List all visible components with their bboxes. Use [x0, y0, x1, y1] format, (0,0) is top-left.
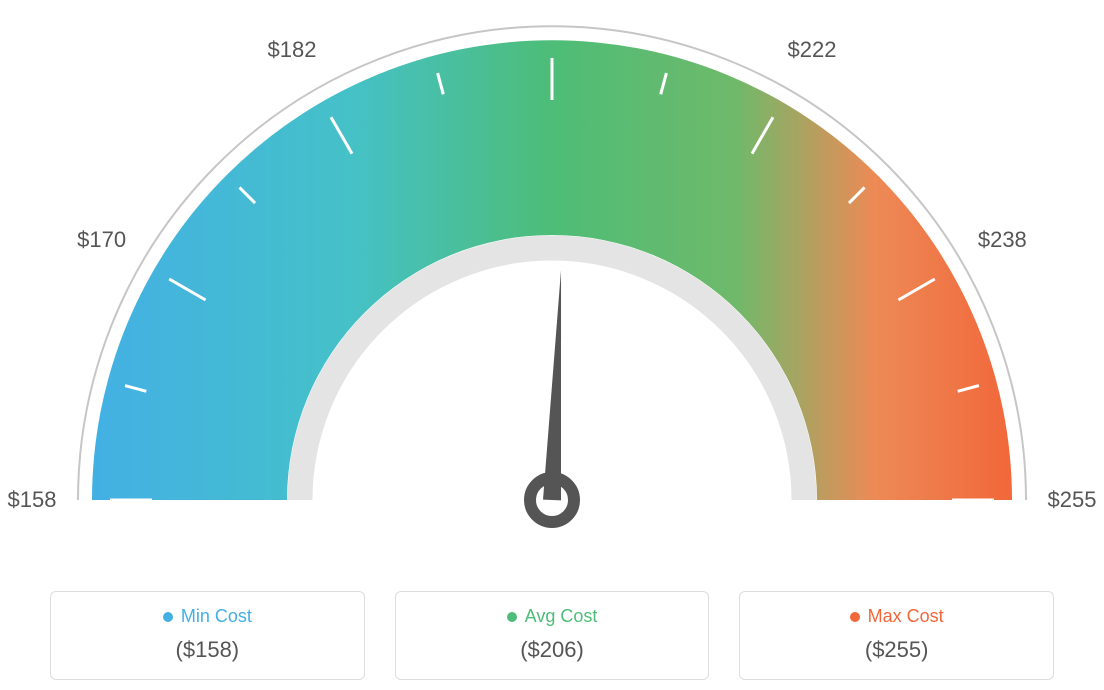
cost-cards-row: Min Cost ($158) Avg Cost ($206) Max Cost ($25…	[50, 591, 1054, 680]
card-value: ($158)	[51, 637, 364, 663]
card-min-cost: Min Cost ($158)	[50, 591, 365, 680]
gauge-chart: $158$170$182$206$222$238$255	[0, 0, 1104, 560]
card-dot-icon	[507, 612, 517, 622]
card-value: ($255)	[740, 637, 1053, 663]
card-value: ($206)	[396, 637, 709, 663]
gauge-tick-label: $182	[268, 37, 317, 63]
card-label: Min Cost	[181, 606, 252, 627]
card-title: Min Cost	[163, 606, 252, 627]
gauge-tick-label: $255	[1048, 487, 1097, 513]
gauge-needle	[543, 270, 561, 500]
gauge-tick-label: $222	[788, 37, 837, 63]
card-max-cost: Max Cost ($255)	[739, 591, 1054, 680]
card-title: Max Cost	[850, 606, 944, 627]
card-dot-icon	[163, 612, 173, 622]
card-avg-cost: Avg Cost ($206)	[395, 591, 710, 680]
card-label: Max Cost	[868, 606, 944, 627]
gauge-tick-label: $238	[978, 227, 1027, 253]
card-label: Avg Cost	[525, 606, 598, 627]
gauge-tick-label: $170	[77, 227, 126, 253]
card-title: Avg Cost	[507, 606, 598, 627]
gauge-svg	[0, 0, 1104, 560]
card-dot-icon	[850, 612, 860, 622]
gauge-tick-label: $158	[8, 487, 57, 513]
